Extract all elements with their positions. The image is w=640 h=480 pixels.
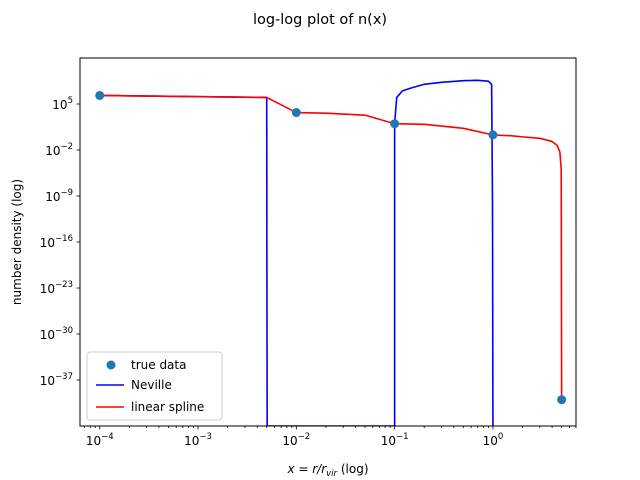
- legend-label-neville: Neville: [131, 378, 172, 392]
- data-point: [390, 119, 400, 129]
- series-line-neville: [99, 79, 494, 426]
- x-axis-title-suffix: (log): [337, 462, 368, 476]
- legend-marker-true-data: [106, 360, 116, 370]
- y-tick-label: 10−2: [45, 142, 73, 158]
- x-axis-title: x = r/rvir (log): [286, 462, 368, 479]
- data-point: [95, 90, 105, 100]
- x-axis-title-sub: vir: [326, 469, 337, 479]
- y-tick-label: 10−30: [40, 326, 73, 342]
- y-axis-title: number density (log): [10, 179, 24, 305]
- y-tick-label: 10−37: [40, 372, 73, 388]
- x-tick-label: 100: [483, 432, 504, 448]
- y-tick-label: 10−16: [40, 234, 73, 250]
- legend-label-linear-spline: linear spline: [131, 400, 204, 414]
- x-axis-title-main: x = r/r: [286, 462, 327, 476]
- x-axis: 10−4 10−3 10−2 10−1 100: [84, 426, 577, 448]
- data-point: [488, 130, 498, 140]
- legend-label-true-data: true data: [131, 358, 186, 372]
- data-point: [291, 108, 301, 118]
- x-tick-label: 10−2: [282, 432, 310, 448]
- legend: true data Neville linear spline: [86, 351, 223, 421]
- y-tick-label: 10−23: [40, 280, 73, 296]
- chart-title: log-log plot of n(x): [253, 12, 387, 28]
- x-tick-label: 10−3: [184, 432, 212, 448]
- x-tick-label: 10−4: [86, 432, 114, 448]
- legend-box: [86, 351, 223, 421]
- y-tick-label: 10−9: [45, 188, 73, 204]
- y-axis: 105 10−2 10−9 10−16 10−23 10−30 10−37: [40, 96, 80, 388]
- x-tick-label: 10−1: [381, 432, 409, 448]
- y-tick-label: 105: [52, 96, 73, 112]
- data-point: [557, 395, 567, 405]
